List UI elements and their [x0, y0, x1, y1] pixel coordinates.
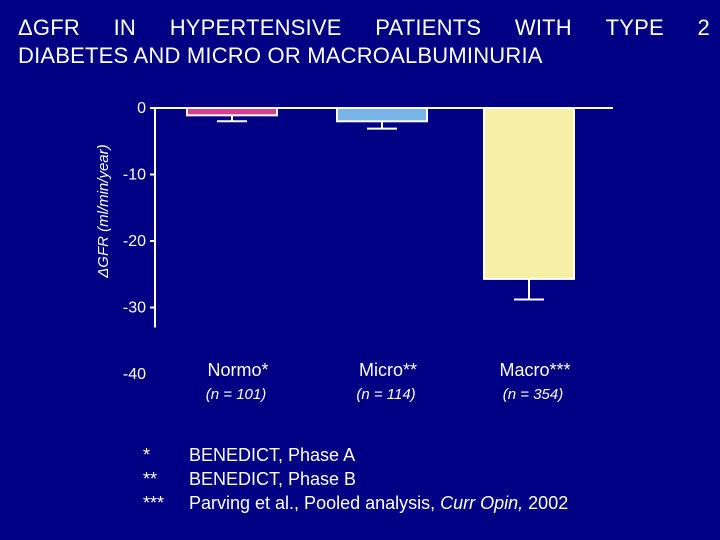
y-tick-label: 0: [137, 100, 146, 117]
footnotes: * BENEDICT, Phase A ** BENEDICT, Phase B…: [143, 443, 568, 515]
footnote-mark: ***: [143, 493, 165, 513]
bar: [336, 107, 428, 123]
bar: [483, 107, 575, 280]
y-tick-label: -10: [123, 167, 146, 184]
title-word: ΔGFR: [18, 15, 80, 40]
chart-title: ΔGFR IN HYPERTENSIVE PATIENTS WITH TYPE …: [18, 14, 710, 70]
category-label: Macro***: [499, 360, 570, 380]
footnote-row: * BENEDICT, Phase A: [143, 443, 568, 467]
footnote-journal: Curr Opin,: [440, 493, 524, 513]
title-word: WITH: [514, 15, 572, 40]
footnote-year: 2002: [523, 493, 569, 513]
title-word: IN: [113, 15, 137, 40]
y-tick-label: -30: [123, 300, 146, 317]
footnote-text: BENEDICT, Phase B: [189, 469, 357, 489]
y-axis-label: ΔGFR (ml/min/year): [95, 144, 112, 278]
footnote-mark: **: [143, 469, 158, 489]
title-line-2: DIABETES AND MICRO OR MACROALBUMINURIA: [18, 43, 543, 68]
title-word: HYPERTENSIVE: [169, 15, 342, 40]
category-sample-size: (n = 114): [356, 386, 415, 403]
chart-labels: Normo* (n = 101) Micro** (n = 114) Macro*** (…: [206, 360, 571, 403]
category-sample-size: (n = 354): [503, 386, 563, 403]
title-word: PATIENTS: [375, 15, 482, 40]
title-word: 2: [697, 15, 710, 40]
title-line-1: ΔGFR IN HYPERTENSIVE PATIENTS WITH TYPE …: [18, 14, 710, 42]
title-word: TYPE: [605, 15, 664, 40]
footnote-text: BENEDICT, Phase A: [189, 445, 356, 465]
category-sample-size: (n = 101): [206, 386, 266, 403]
y-tick-label: -20: [123, 233, 146, 250]
category-label: Normo*: [207, 360, 268, 380]
footnote-text-main: Parving et al., Pooled analysis,: [189, 493, 441, 513]
bar: [186, 107, 278, 117]
chart-bars: [186, 107, 575, 301]
footnote-row: *** Parving et al., Pooled analysis, Cur…: [143, 491, 568, 515]
footnote-text: Parving et al., Pooled analysis, Curr Op…: [189, 491, 568, 515]
footnote-mark: *: [143, 445, 151, 465]
footnote-row: ** BENEDICT, Phase B: [143, 467, 568, 491]
y-tick-label: -40: [123, 366, 146, 383]
category-label: Micro**: [359, 360, 417, 380]
